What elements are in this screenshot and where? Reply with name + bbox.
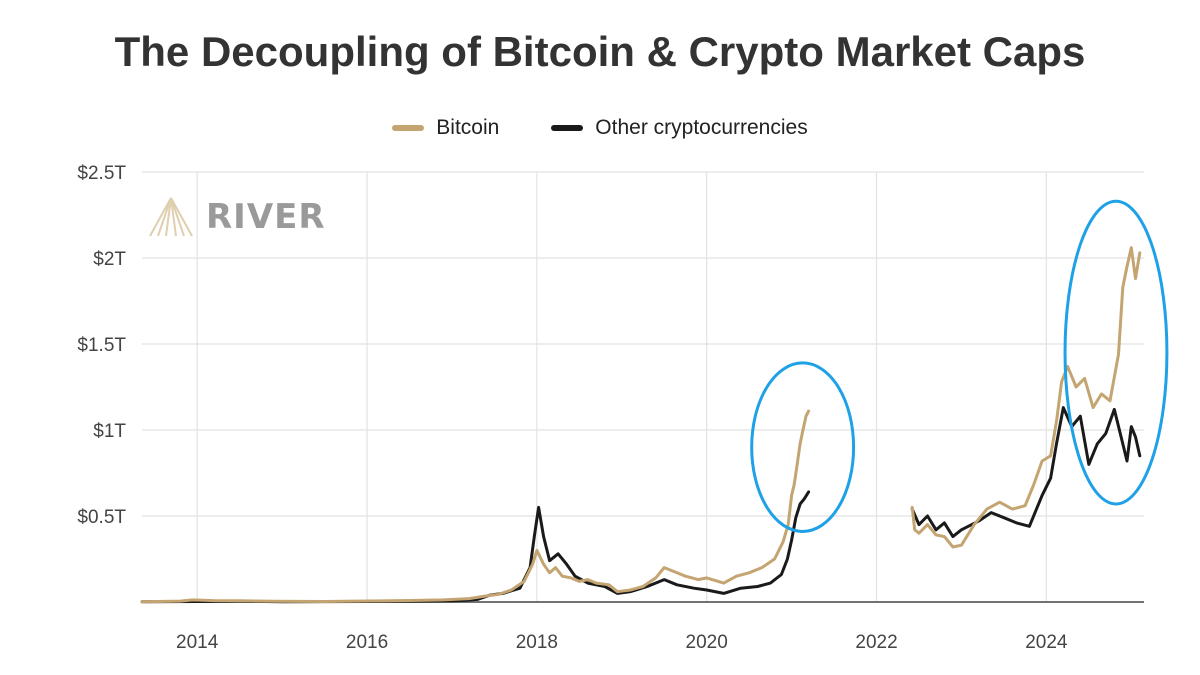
- x-tick-label: 2018: [516, 632, 558, 653]
- river-logo-icon: [149, 197, 193, 237]
- grid: [142, 171, 1144, 602]
- legend-item-bitcoin[interactable]: Bitcoin: [392, 116, 499, 140]
- series-line-other: [140, 490, 811, 604]
- chart-title: The Decoupling of Bitcoin & Crypto Marke…: [114, 28, 1086, 75]
- legend-label-other: Other cryptocurrencies: [595, 116, 808, 139]
- watermark: RIVER: [148, 196, 326, 238]
- watermark-text: RIVER: [206, 197, 326, 237]
- x-tick-label: 2020: [686, 632, 728, 653]
- y-tick-label: $1.5T: [77, 335, 126, 356]
- annotations: [750, 199, 1169, 533]
- series-line-bitcoin: [910, 246, 1142, 549]
- x-tick-label: 2024: [1025, 632, 1068, 653]
- legend-swatch-other: [551, 125, 584, 131]
- series-line-other: [910, 406, 1142, 539]
- series-lines: [140, 246, 1142, 604]
- x-tick-label: 2016: [346, 632, 388, 653]
- x-tick-label: 2022: [855, 632, 897, 653]
- legend: Bitcoin Other cryptocurrencies: [0, 116, 1200, 140]
- y-tick-label: $2.5T: [77, 163, 126, 184]
- y-tick-label: $2T: [93, 249, 126, 270]
- highlight-ellipse: [750, 361, 856, 533]
- legend-label-bitcoin: Bitcoin: [436, 116, 500, 139]
- legend-item-other[interactable]: Other cryptocurrencies: [551, 116, 808, 140]
- legend-swatch-bitcoin: [392, 125, 425, 131]
- x-tick-label: 2014: [176, 632, 219, 653]
- y-tick-label: $0.5T: [77, 507, 126, 528]
- series-line-bitcoin: [140, 409, 811, 604]
- y-tick-label: $1T: [93, 421, 126, 442]
- highlight-ellipse: [1063, 199, 1169, 506]
